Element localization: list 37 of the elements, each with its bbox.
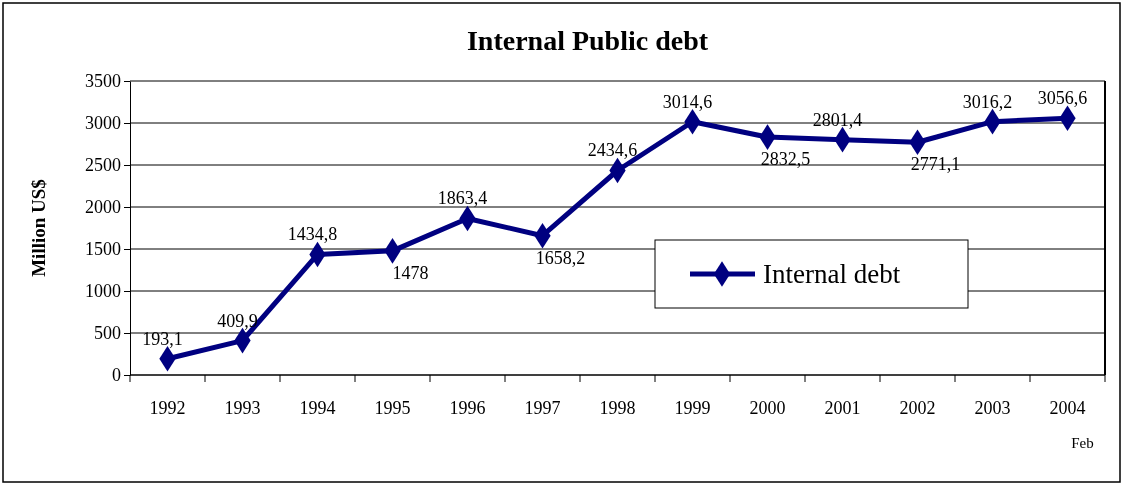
data-label: 1863,4	[437, 188, 488, 209]
y-tick-label: 0	[112, 365, 121, 386]
y-tick-label: 500	[94, 323, 121, 344]
data-label: 2801,4	[812, 109, 863, 130]
data-label: 2771,1	[910, 154, 961, 175]
y-tick-label: 3500	[85, 71, 121, 92]
x-tick-label: 2000	[749, 398, 786, 418]
data-label: 2832,5	[760, 149, 811, 170]
x-tick-label: 1994	[299, 398, 336, 418]
y-tick-label: 2500	[85, 155, 121, 176]
chart-title: Internal Public debt	[466, 25, 709, 56]
data-label: 3016,2	[962, 91, 1013, 112]
x-tick-label: 1993	[224, 398, 261, 418]
x-tick-label: 1997	[524, 398, 561, 418]
y-tick-label: 1500	[85, 239, 121, 260]
x-tick-label: 1992	[149, 398, 186, 418]
data-label: 1434,8	[287, 224, 338, 245]
y-tick-label: 3000	[85, 113, 121, 134]
x-tick-label: 2004 Feb	[1049, 398, 1094, 451]
data-label: 193,1	[142, 328, 183, 349]
x-tick-label: 2002	[899, 398, 936, 418]
data-label: 1658,2	[535, 247, 586, 268]
data-label: 1478	[392, 262, 429, 283]
x-tick-label: 1995	[374, 398, 411, 418]
data-label: 409,9	[217, 310, 258, 331]
y-tick-label: 1000	[85, 281, 121, 302]
legend-label: Internal debt	[763, 259, 901, 289]
data-label: 2434,6	[587, 140, 638, 161]
data-label: 3056,6	[1037, 88, 1088, 109]
data-label: 3014,6	[662, 91, 713, 112]
x-tick-label: 1999	[674, 398, 711, 418]
y-axis-title: Million US$	[28, 179, 49, 277]
x-tick-label: 2003	[974, 398, 1011, 418]
x-tick-label: 1996	[449, 398, 486, 418]
y-tick-label: 2000	[85, 197, 121, 218]
x-tick-label: 2001	[824, 398, 861, 418]
x-tick-label: 1998	[599, 398, 636, 418]
